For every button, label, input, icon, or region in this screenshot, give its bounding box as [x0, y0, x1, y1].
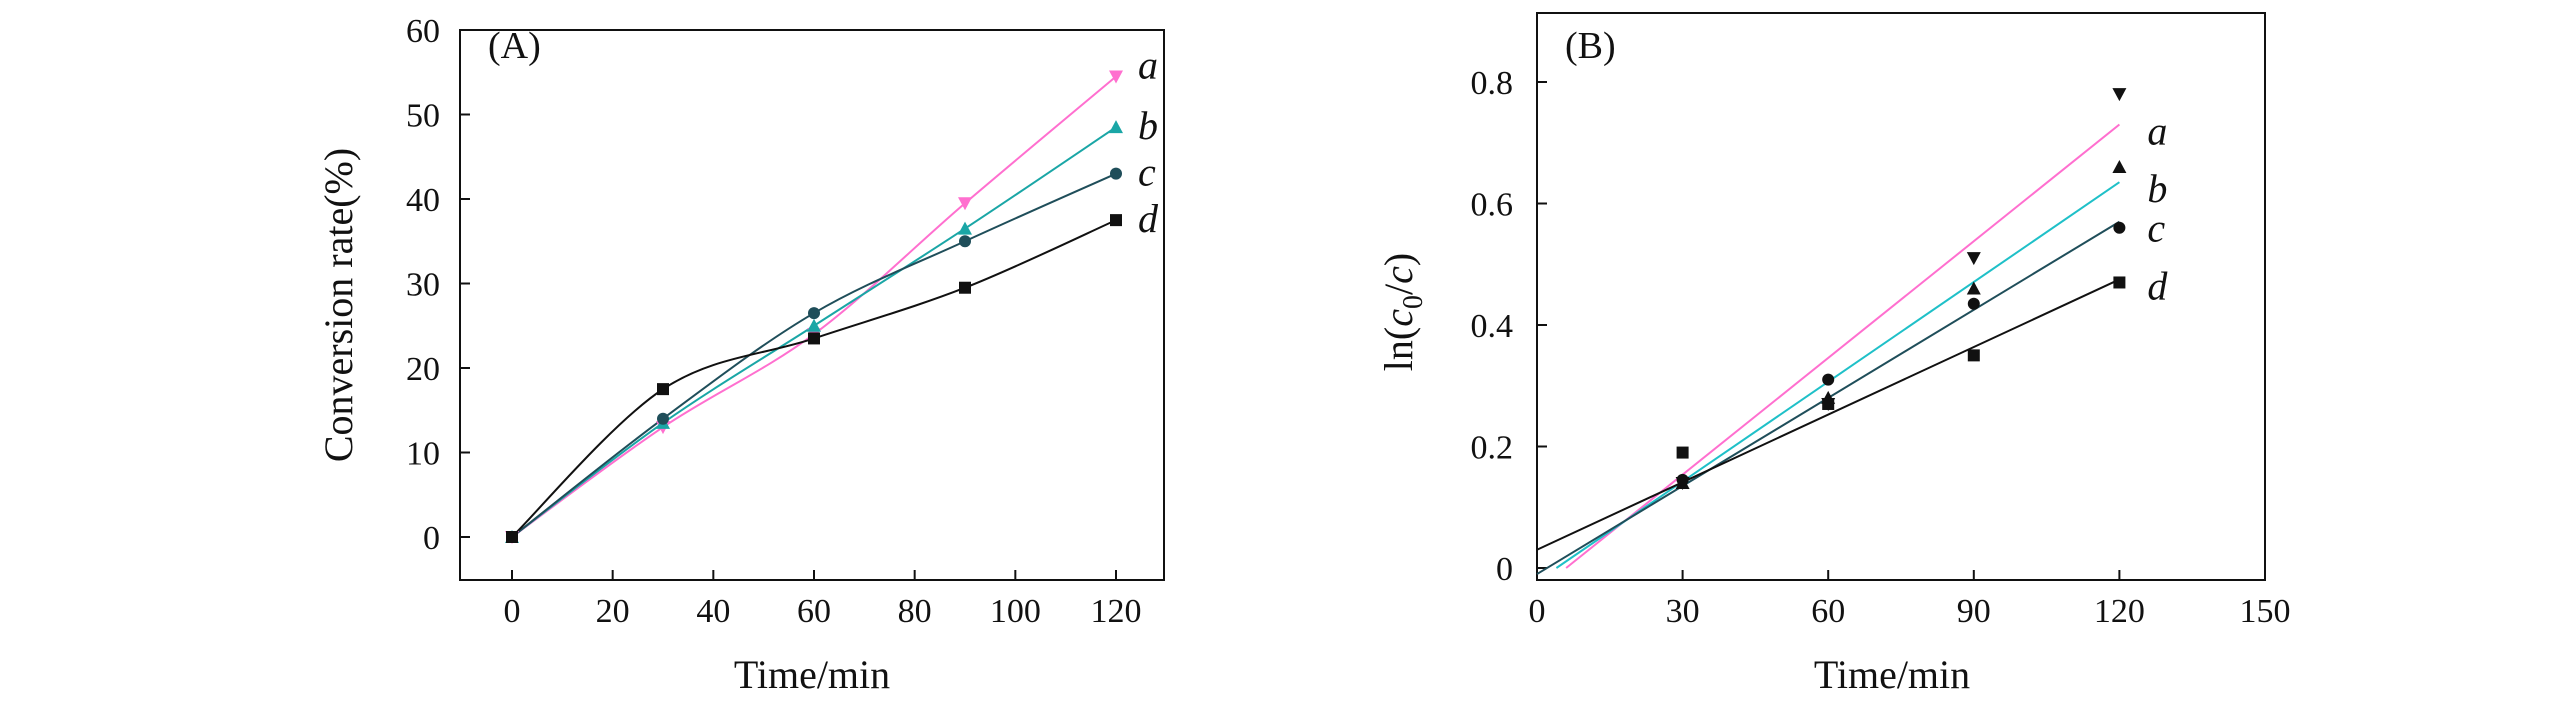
data-point-b-c [2113, 221, 2126, 234]
data-point-a-d [657, 383, 669, 396]
series-points-b [1675, 88, 2127, 490]
x-tick-label-a: 20 [596, 593, 630, 630]
data-point-a-d [808, 332, 820, 345]
plot-frame-b [1536, 12, 2266, 581]
data-point-a-b [1109, 120, 1123, 134]
series-line-a-c [511, 172, 1117, 538]
series-points-a [505, 70, 1123, 544]
data-point-b-d [1967, 349, 1980, 362]
data-point-a-c [657, 412, 669, 425]
x-tick-label-a: 80 [898, 593, 932, 630]
x-tick-label-b: 120 [2094, 593, 2145, 630]
y-tick-label-b: 0.2 [1471, 430, 1514, 467]
y-tick-label-b: 0.4 [1471, 308, 1514, 345]
y-tick-label-a: 50 [406, 98, 440, 135]
series-lines-a [511, 75, 1117, 538]
fit-line-b-d [1536, 278, 2120, 551]
fit-line-b-a [1565, 123, 2121, 569]
series-line-a-d [511, 219, 1117, 538]
series-lines-b [1536, 123, 2121, 575]
x-axis-label-a: Time/min [734, 652, 890, 697]
chart-panel-a: (A) Time/min Conversion rate(%) 0 20 40 60 8… [316, 13, 1165, 697]
data-point-b-d [1822, 397, 1835, 410]
x-tick-label-a: 100 [990, 593, 1041, 630]
data-point-a-d [959, 281, 971, 294]
series-label-a-a: a [1138, 42, 1158, 87]
series-label-a-c: c [1138, 150, 1156, 195]
series-label-b-c: c [2147, 206, 2165, 251]
y-axis-label-a: Conversion rate(%) [316, 148, 361, 462]
data-point-a-c [808, 307, 820, 320]
y-tick-label-a: 20 [406, 351, 440, 388]
fit-line-b-b [1555, 181, 2120, 569]
data-point-b-b [1966, 281, 1981, 295]
data-point-b-b [2112, 160, 2127, 174]
series-label-b-a: a [2147, 109, 2167, 154]
data-point-a-a [958, 197, 972, 211]
y-tick-label-b: 0.8 [1471, 65, 1514, 102]
y-axis-label-b: ln(c0/c) [1376, 253, 1429, 371]
data-point-a-a [1109, 70, 1123, 84]
ticks-a: 0 20 40 60 80 100 120 0 10 20 30 40 50 60 [406, 13, 1142, 630]
chart-panel-b: (B) Time/min ln(c0/c) 0 30 60 90 120 15000.20… [1376, 12, 2291, 697]
x-tick-label-b: 30 [1666, 593, 1700, 630]
y-label-b-slash: / [1376, 283, 1421, 295]
y-label-b-suffix: ) [1376, 253, 1421, 266]
x-tick-label-a: 60 [797, 593, 831, 630]
x-tick-label-b: 0 [1529, 593, 1546, 630]
data-point-a-b [958, 221, 972, 235]
data-point-b-c [1676, 473, 1689, 486]
y-label-b-c0: c [1376, 309, 1421, 327]
x-axis-label-b: Time/min [1814, 652, 1970, 697]
series-label-b-d: d [2147, 263, 2168, 308]
y-label-b-prefix: ln( [1376, 327, 1421, 371]
data-point-b-a [1966, 252, 1981, 266]
series-label-b-b: b [2147, 166, 2167, 211]
x-tick-label-a: 120 [1091, 593, 1142, 630]
data-point-b-c [1967, 297, 1980, 310]
y-label-b-c: c [1376, 266, 1421, 284]
ticks-b: 0 30 60 90 120 150 0 0.2 0.4 0.6 0.8 [1471, 65, 2291, 630]
x-tick-label-a: 40 [696, 593, 730, 630]
data-point-a-d [1110, 214, 1122, 227]
y-tick-label-b: 0.6 [1471, 187, 1514, 224]
data-point-b-d [2113, 276, 2126, 289]
y-tick-label-a: 60 [406, 13, 440, 50]
data-point-a-b [807, 318, 821, 332]
data-point-b-d [1676, 446, 1689, 459]
y-tick-label-b: 0 [1496, 551, 1513, 588]
data-point-a-d [506, 531, 518, 543]
y-label-b-sub: 0 [1398, 295, 1429, 309]
data-point-a-c [1110, 167, 1122, 180]
data-point-a-c [959, 235, 971, 248]
x-tick-label-b: 90 [1957, 593, 1991, 630]
y-tick-label-a: 30 [406, 267, 440, 304]
x-tick-label-a: 0 [504, 593, 521, 630]
x-tick-label-b: 60 [1811, 593, 1845, 630]
y-tick-label-a: 40 [406, 182, 440, 219]
series-label-a-b: b [1138, 103, 1158, 148]
y-tick-label-a: 10 [406, 436, 440, 473]
data-point-b-a [2112, 88, 2127, 102]
x-tick-label-b: 150 [2240, 593, 2291, 630]
plot-frame-a [459, 29, 1165, 581]
data-point-b-c [1822, 373, 1835, 386]
y-tick-label-a: 0 [423, 520, 440, 557]
panel-label-b: (B) [1565, 25, 1616, 67]
series-label-a-d: d [1138, 196, 1159, 241]
panel-label-a: (A) [488, 25, 541, 67]
